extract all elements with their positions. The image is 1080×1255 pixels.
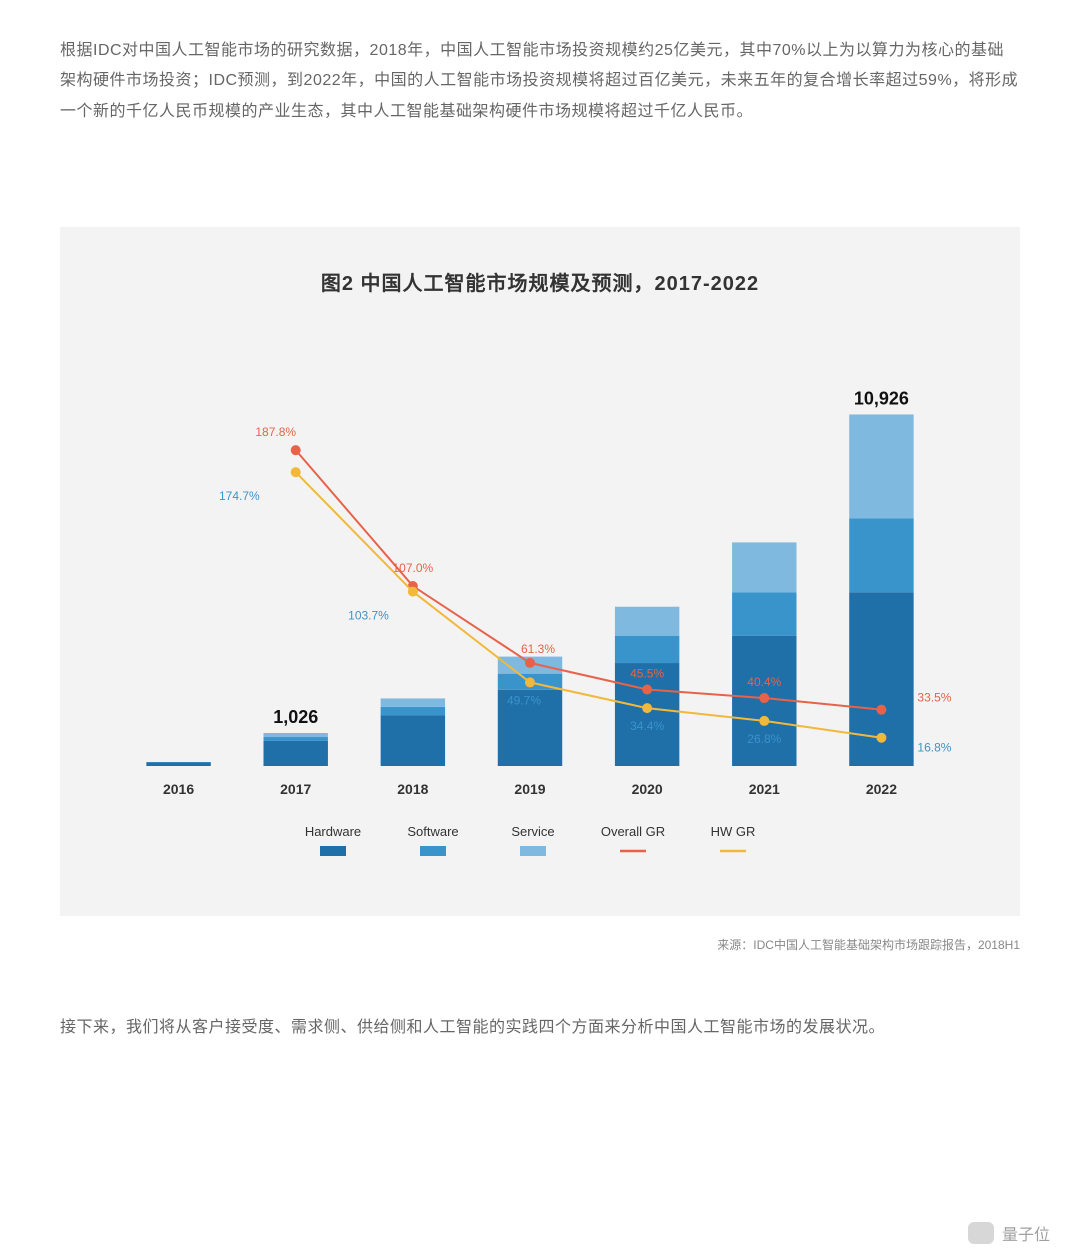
bar-software [849,518,913,592]
intro-paragraph: 根据IDC对中国人工智能市场的研究数据，2018年，中国人工智能市场投资规模约2… [60,36,1020,127]
bar-service [615,607,679,636]
hw-gr-label: 34.4% [630,719,664,733]
hw-gr-label: 174.7% [219,489,260,503]
chart-container: 图2 中国人工智能市场规模及预测，2017-2022 1,026 10,926 20… [60,227,1020,916]
x-axis-label: 2019 [514,781,545,797]
overall-gr-label: 45.5% [630,667,664,681]
bar-service [381,699,445,707]
overall-gr-label: 107.0% [393,561,434,575]
legend-swatch-service [520,846,546,856]
legend-swatch-hardware [320,846,346,856]
legend-label-overall: Overall GR [601,824,665,839]
footer-brand-label: 量子位 [1002,1221,1050,1245]
chart-svg: 1,026 10,926 2016 2017 2018 2019 2020 2021 2022 1… [80,366,1000,886]
x-axis-label: 2017 [280,781,311,797]
overall-gr-marker [525,658,535,668]
hw-gr-label: 103.7% [348,609,389,623]
bar-total-label: 1,026 [273,707,318,727]
hw-gr-marker [759,716,769,726]
outro-paragraph: 接下来，我们将从客户接受度、需求侧、供给侧和人工智能的实践四个方面来分析中国人工… [60,1013,1020,1043]
hw-gr-label: 49.7% [507,694,541,708]
x-axis-label: 2018 [397,781,428,797]
hw-gr-label: 26.8% [747,732,781,746]
overall-gr-label: 187.8% [255,425,296,439]
bar-service [264,733,328,737]
bar-hardware [146,762,210,766]
x-axis-label: 2022 [866,781,897,797]
bar-software [264,737,328,741]
hw-gr-marker [642,703,652,713]
overall-gr-marker [291,445,301,455]
bar-hardware [264,741,328,766]
overall-gr-marker [876,705,886,715]
hw-gr-marker [408,587,418,597]
x-axis-label: 2020 [632,781,663,797]
wechat-bubble-icon [968,1222,994,1244]
legend-label-service: Service [511,824,554,839]
legend-label-software: Software [407,824,458,839]
overall-gr-label: 40.4% [747,675,781,689]
bar-hardware [381,715,445,766]
bar-software [615,636,679,663]
legend-swatch-software [420,846,446,856]
chart-source: 来源：IDC中国人工智能基础架构市场跟踪报告，2018H1 [60,936,1020,953]
chart-svg-wrap: 1,026 10,926 2016 2017 2018 2019 2020 2021 2022 1… [80,366,1000,886]
bar-service [849,415,913,519]
hw-gr-marker [291,467,301,477]
bar-software [381,707,445,715]
bar-total-label: 10,926 [854,389,909,409]
overall-gr-label: 61.3% [521,642,555,656]
hw-gr-marker [876,733,886,743]
legend-label-hardware: Hardware [305,824,361,839]
legend-label-hwgr: HW GR [711,824,756,839]
hw-gr-label: 16.8% [917,741,951,755]
overall-gr-marker [759,693,769,703]
footer-brand: 量子位 [968,1221,1050,1245]
bar-software [732,592,796,635]
x-axis-label: 2021 [749,781,780,797]
overall-gr-label: 33.5% [917,691,951,705]
overall-gr-marker [642,685,652,695]
bar-service [732,543,796,593]
x-axis-label: 2016 [163,781,194,797]
hw-gr-marker [525,678,535,688]
chart-title: 图2 中国人工智能市场规模及预测，2017-2022 [80,267,1000,296]
